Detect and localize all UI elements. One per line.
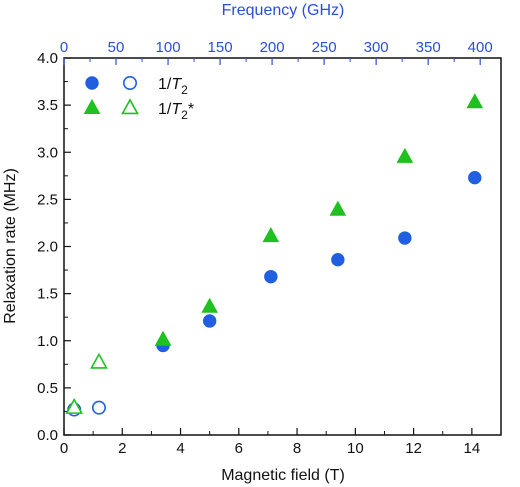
data-point-circle: [468, 170, 482, 185]
left-axis: 0.0 0.5 1.0 1.5 2.0 2.5 3.0 3.5 4.0: [37, 50, 71, 444]
y-tick-label: 4.0: [37, 50, 58, 67]
data-point-circle: [264, 269, 278, 284]
data-points: [65, 93, 484, 417]
x-tick-label: 8: [293, 440, 301, 457]
top-tick-label: 150: [208, 39, 233, 56]
data-point-triangle: [65, 397, 84, 414]
y-tick-label: 0.0: [37, 427, 58, 444]
top-tick-label: 300: [364, 39, 389, 56]
legend-marker-open: [121, 98, 139, 115]
top-axis: 0 50 100 150 200 250 300 350 400: [60, 39, 493, 65]
data-point-triangle: [262, 227, 280, 243]
data-point-circle: [398, 231, 412, 245]
y-tick-label: 2.5: [37, 191, 58, 208]
top-tick-label: 250: [312, 39, 337, 56]
legend-label: 1/T2: [158, 76, 188, 97]
top-tick-label: 0: [60, 39, 68, 56]
x-tick-label: 14: [464, 440, 481, 457]
x-tick-label: 2: [118, 440, 126, 457]
top-tick-label: 100: [156, 39, 181, 56]
x-tick-label: 4: [176, 440, 184, 457]
x-tick-label: 10: [347, 440, 364, 457]
y-tick-label: 1.0: [37, 333, 58, 350]
data-point-triangle: [466, 93, 484, 109]
data-point-triangle: [329, 200, 347, 216]
legend-label: 1/T2*: [158, 101, 194, 122]
top-tick-label: 350: [416, 39, 441, 56]
x-tick-label: 0: [60, 440, 68, 457]
x-tick-label: 6: [235, 440, 243, 457]
data-point-triangle: [154, 330, 172, 346]
legend-marker-filled: [85, 76, 99, 90]
x-tick-label: 12: [405, 440, 422, 457]
data-point-triangle: [90, 352, 108, 369]
data-point-triangle: [201, 297, 219, 313]
legend-marker-open: [123, 76, 138, 91]
y-tick-label: 3.0: [37, 144, 58, 161]
top-tick-label: 400: [468, 39, 493, 56]
series-t2: [67, 170, 482, 417]
legend: 1/T2 1/T2*: [83, 76, 194, 122]
data-point-triangle: [396, 147, 414, 163]
y-tick-label: 2.0: [37, 239, 58, 256]
y-tick-label: 1.5: [37, 286, 58, 303]
y-tick-label: 3.5: [37, 97, 58, 114]
data-point-circle: [202, 314, 217, 328]
data-point-circle: [91, 400, 106, 415]
legend-marker-filled: [83, 98, 101, 114]
top-tick-label: 200: [260, 39, 285, 56]
top-axis-title: Frequency (GHz): [222, 2, 345, 19]
plot-frame: [63, 57, 502, 436]
y-axis-title: Relaxation rate (MHz): [2, 168, 19, 324]
data-point-circle: [331, 252, 345, 267]
x-axis-title: Magnetic field (T): [221, 467, 345, 484]
bottom-axis: 0 2 4 6 8 10 12 14: [60, 428, 480, 457]
series-t2-star: [65, 93, 484, 414]
y-tick-label: 0.5: [37, 380, 58, 397]
top-tick-label: 50: [108, 39, 125, 56]
